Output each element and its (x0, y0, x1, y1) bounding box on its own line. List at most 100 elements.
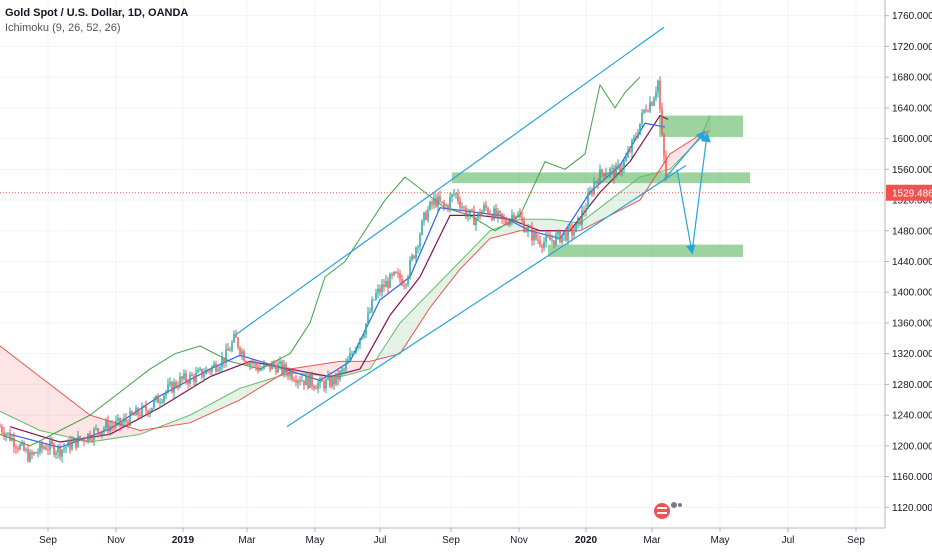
candle (499, 210, 501, 218)
candle-body (599, 169, 601, 185)
candle (201, 368, 203, 379)
kumo-segment (543, 219, 546, 231)
candle-body (269, 363, 271, 370)
candle-body (119, 417, 121, 426)
price-axis[interactable]: 1120.000 1160.000 1200.000 1240.000 1280.000… (884, 0, 932, 550)
candle (341, 366, 343, 377)
candle-body (553, 240, 555, 245)
candle (519, 208, 521, 218)
kumo-segment (228, 393, 231, 406)
time-tick-label: Mar (238, 535, 256, 546)
candle-body (615, 165, 617, 179)
kumo-segment (603, 203, 606, 219)
candle (55, 450, 57, 459)
kumo-segment (408, 311, 411, 342)
candle-body (569, 226, 571, 228)
candle-body (635, 137, 637, 139)
candle-body (563, 232, 565, 236)
candle-body (557, 230, 559, 235)
candle-body (337, 373, 339, 380)
time-axis[interactable]: Sep Nov 2019 Mar May Jul Sep Nov 2020 Mar May Jul Se… (0, 527, 932, 550)
candle (407, 274, 409, 288)
zone-rect-0 (659, 115, 743, 138)
candle (135, 405, 137, 416)
kumo-segment (444, 274, 447, 290)
kumo-segment (558, 220, 561, 231)
candle (29, 449, 31, 463)
candle (481, 209, 483, 217)
candle (461, 202, 463, 211)
candle (267, 363, 269, 367)
candle (523, 216, 525, 233)
candle-body (345, 363, 347, 370)
symbol-title[interactable]: Gold Spot / U.S. Dollar, 1D, OANDA (5, 7, 189, 19)
kumo-segment (396, 324, 399, 355)
candle-body (595, 181, 597, 183)
candle (83, 436, 85, 447)
channel-upper-line (235, 26, 665, 335)
kumo-segment (618, 191, 621, 212)
candle (649, 96, 651, 113)
candle-body (385, 280, 387, 288)
candle-body (189, 374, 191, 384)
price-tick-label: 1600.000 (892, 134, 932, 145)
candle-body (587, 193, 589, 209)
kumo-segment (213, 401, 216, 413)
candle (117, 413, 119, 427)
kumo-segment (300, 367, 303, 374)
candle-body (285, 364, 287, 373)
trend-drawings[interactable] (235, 26, 711, 428)
kumo-segment (540, 219, 543, 231)
candle (147, 409, 149, 418)
candle (115, 415, 117, 430)
candle-body (489, 213, 491, 215)
candle (197, 367, 199, 374)
kumo-segment (201, 407, 204, 418)
candle-body (21, 442, 23, 445)
candle-body (323, 381, 325, 389)
candle-body (313, 386, 315, 389)
kumo-segment (234, 389, 237, 403)
candle (247, 361, 249, 366)
candle-body (215, 363, 217, 372)
candle-body (577, 217, 579, 224)
candle (35, 451, 37, 454)
candle-body (559, 230, 561, 243)
indicator-label[interactable]: Ichimoku (9, 26, 52, 26) (5, 22, 121, 34)
candle (37, 448, 39, 458)
candle (209, 369, 211, 375)
candle (19, 443, 21, 451)
candle (525, 227, 527, 233)
candle-body (465, 207, 467, 217)
candle (603, 172, 605, 181)
candle-body (581, 210, 583, 225)
candle (21, 439, 23, 447)
candle (317, 378, 319, 394)
zone-rect-1 (452, 172, 750, 184)
candle-body (413, 255, 415, 259)
candle-body (85, 441, 87, 443)
candle-body (241, 351, 243, 355)
candle-body (407, 276, 409, 285)
candle (605, 167, 607, 177)
candle (437, 192, 439, 213)
candle (85, 440, 87, 443)
candle (219, 365, 221, 373)
candle (107, 415, 109, 436)
candle-body (649, 102, 651, 112)
candle-body (613, 167, 615, 179)
candle (487, 206, 489, 216)
candle-body (17, 448, 19, 450)
time-tick-label: May (711, 535, 730, 546)
candle (173, 378, 175, 399)
zone-rect-2 (548, 244, 743, 257)
candle (3, 426, 5, 441)
candle (469, 209, 471, 220)
kumo-segment (519, 219, 522, 232)
candle-body (57, 445, 59, 453)
candle (563, 232, 565, 242)
candle (463, 205, 465, 211)
events-flag-icon[interactable] (652, 499, 684, 523)
